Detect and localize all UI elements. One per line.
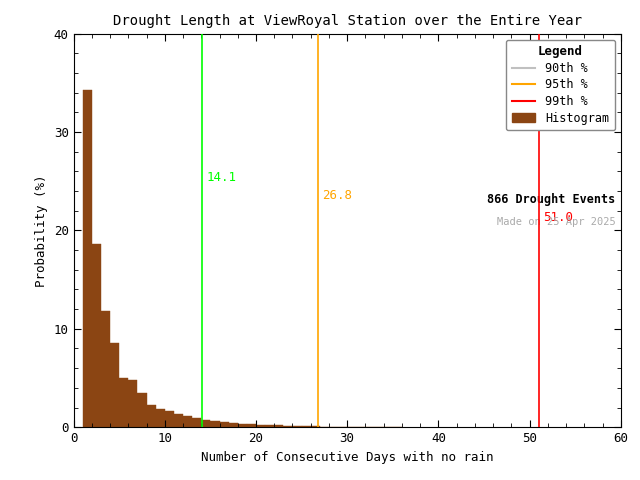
Bar: [165, 411, 174, 427]
Bar: [183, 416, 192, 427]
Bar: [147, 405, 156, 427]
Bar: [83, 90, 92, 427]
Bar: [192, 419, 201, 427]
Bar: [101, 311, 110, 427]
Text: 866 Drought Events: 866 Drought Events: [487, 193, 615, 206]
Text: 26.8: 26.8: [323, 189, 353, 202]
Title: Drought Length at ViewRoyal Station over the Entire Year: Drought Length at ViewRoyal Station over…: [113, 14, 582, 28]
Bar: [292, 426, 301, 427]
Bar: [138, 393, 147, 427]
Bar: [265, 425, 275, 427]
Bar: [110, 343, 119, 427]
Bar: [156, 408, 165, 427]
Bar: [174, 414, 183, 427]
Bar: [201, 420, 211, 427]
Bar: [228, 423, 238, 427]
Text: 51.0: 51.0: [543, 211, 573, 224]
Bar: [119, 378, 128, 427]
X-axis label: Number of Consecutive Days with no rain: Number of Consecutive Days with no rain: [201, 451, 493, 464]
Bar: [211, 421, 220, 427]
Bar: [284, 426, 292, 427]
Text: Made on 25 Apr 2025: Made on 25 Apr 2025: [497, 216, 615, 227]
Text: 14.1: 14.1: [207, 171, 237, 184]
Bar: [238, 424, 247, 427]
Bar: [128, 380, 138, 427]
Legend: 90th %, 95th %, 99th %, Histogram: 90th %, 95th %, 99th %, Histogram: [506, 39, 615, 131]
Bar: [275, 425, 284, 427]
Bar: [247, 424, 256, 427]
Bar: [311, 426, 320, 427]
Bar: [220, 422, 228, 427]
Bar: [92, 244, 101, 427]
Bar: [301, 426, 311, 427]
Y-axis label: Probability (%): Probability (%): [35, 174, 48, 287]
Bar: [256, 425, 265, 427]
